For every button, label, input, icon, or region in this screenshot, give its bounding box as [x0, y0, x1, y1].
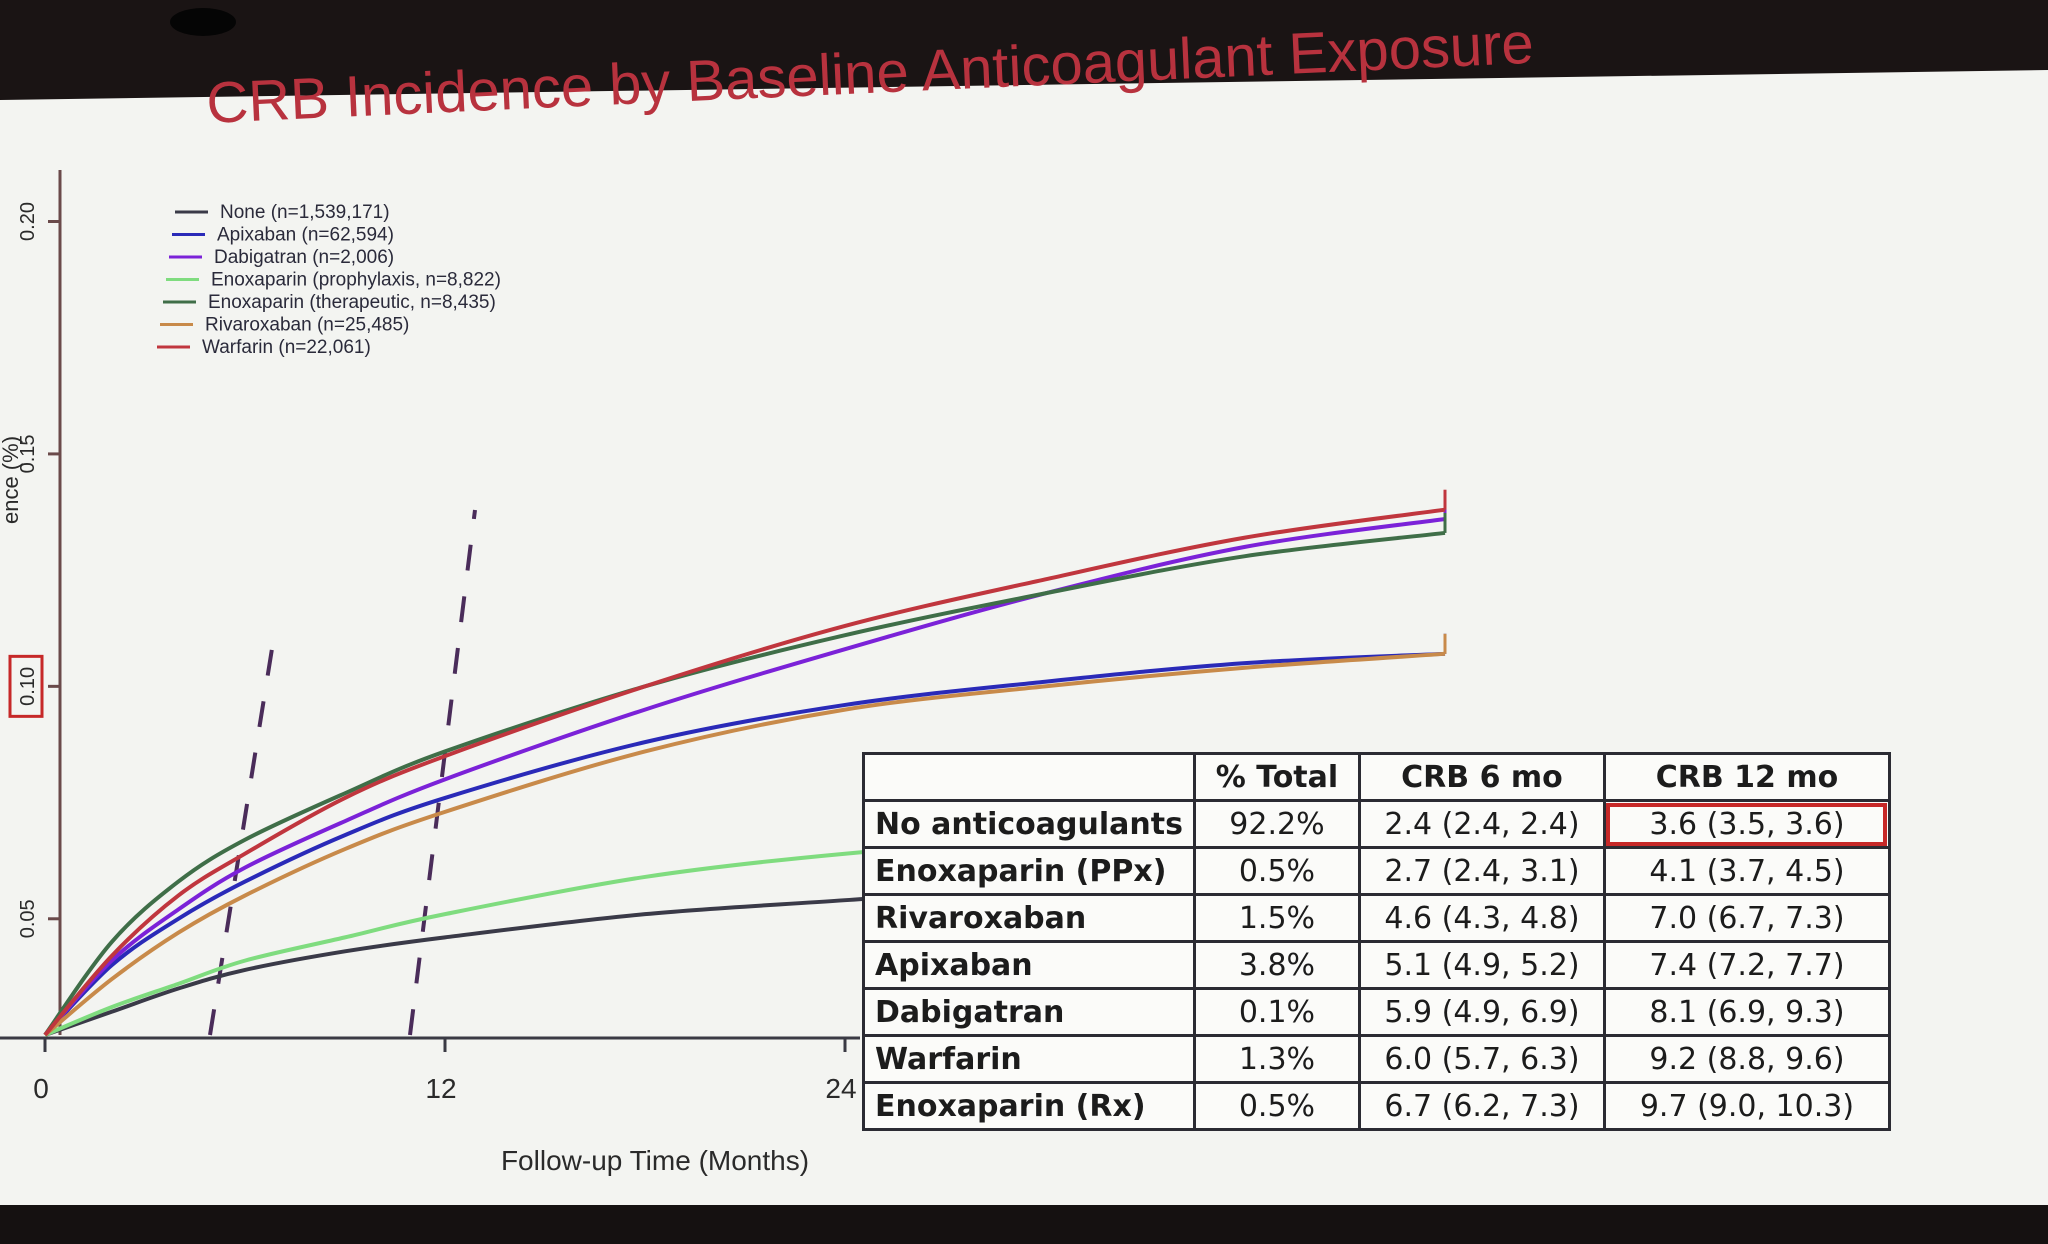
table-row: Apixaban 3.8% 5.1 (4.9, 5.2) 7.4 (7.2, 7…: [862, 940, 1891, 990]
row-crb6: 5.9 (4.9, 6.9): [1357, 987, 1606, 1037]
row-crb12-highlighted: 3.6 (3.5, 3.6): [1602, 799, 1891, 849]
y-tick-group: 0.05: [17, 899, 39, 938]
x-tick-label: 24: [825, 1073, 856, 1104]
table-row: Enoxaparin (Rx) 0.5% 6.7 (6.2, 7.3) 9.7 …: [862, 1081, 1891, 1131]
series-line-5: [43, 651, 1446, 1037]
legend-label: Apixaban (n=62,594): [217, 225, 394, 246]
table-row: No anticoagulants 92.2% 2.4 (2.4, 2.4) 3…: [862, 799, 1891, 849]
table-header-blank: [862, 752, 1196, 802]
y-axis-label: ence (%): [0, 436, 23, 524]
screen-bottom-edge: [0, 1205, 2048, 1244]
camera-speaker-blob: [170, 8, 236, 36]
y-tick-label: 0.20: [17, 202, 39, 241]
chart-axes: 01224360.050.100.150.20: [0, 170, 1257, 1104]
table-row: Warfarin 1.3% 6.0 (5.7, 6.3) 9.2 (8.8, 9…: [862, 1034, 1891, 1084]
row-total: 1.3%: [1192, 1034, 1361, 1084]
legend-label: Warfarin (n=22,061): [202, 337, 371, 358]
legend-label: Enoxaparin (prophylaxis, n=8,822): [211, 270, 501, 291]
y-tick-highlight-box: [8, 654, 44, 718]
row-crb12: 9.2 (8.8, 9.6): [1602, 1034, 1891, 1084]
chart-legend: None (n=1,539,171)Apixaban (n=62,594)Dab…: [157, 202, 501, 358]
row-total: 1.5%: [1192, 893, 1361, 943]
row-label: No anticoagulants: [862, 799, 1196, 849]
crb-table: % Total CRB 6 mo CRB 12 mo No anticoagul…: [862, 752, 1891, 1131]
table-header-crb6: CRB 6 mo: [1357, 752, 1606, 802]
legend-label: Dabigatran (n=2,006): [214, 247, 394, 268]
row-total: 0.5%: [1192, 846, 1361, 896]
row-total: 3.8%: [1192, 940, 1361, 990]
x-tick-label: 0: [33, 1073, 49, 1104]
vertical-marker-12-months: [408, 509, 477, 1036]
row-label: Rivaroxaban: [862, 893, 1196, 943]
series-line-1: [43, 651, 1446, 1037]
x-tick-label: 12: [425, 1073, 456, 1104]
series-line-2: [43, 517, 1446, 1037]
row-total: 0.1%: [1192, 987, 1361, 1037]
row-crb12: 7.4 (7.2, 7.7): [1602, 940, 1891, 990]
row-crb6: 6.7 (6.2, 7.3): [1357, 1081, 1606, 1131]
row-total: 0.5%: [1192, 1081, 1361, 1131]
row-label: Enoxaparin (PPx): [862, 846, 1196, 896]
y-tick-label: 0.15: [17, 434, 39, 473]
row-crb12: 8.1 (6.9, 9.3): [1602, 987, 1891, 1037]
table-header-crb12: CRB 12 mo: [1602, 752, 1891, 802]
x-axis-label: Follow-up Time (Months): [501, 1145, 809, 1176]
row-label: Apixaban: [862, 940, 1196, 990]
row-crb6: 2.7 (2.4, 3.1): [1357, 846, 1606, 896]
y-tick-group: 0.10: [8, 654, 44, 718]
row-crb6: 6.0 (5.7, 6.3): [1357, 1034, 1606, 1084]
row-crb6: 4.6 (4.3, 4.8): [1357, 893, 1606, 943]
crb-table-container: % Total CRB 6 mo CRB 12 mo No anticoagul…: [862, 752, 1891, 1131]
row-label: Dabigatran: [862, 987, 1196, 1037]
table-row: Enoxaparin (PPx) 0.5% 2.7 (2.4, 3.1) 4.1…: [862, 846, 1891, 896]
row-crb12: 9.7 (9.0, 10.3): [1602, 1081, 1891, 1131]
y-tick-group: 0.15: [17, 434, 39, 473]
row-total: 92.2%: [1192, 799, 1361, 849]
series-line-6: [43, 507, 1446, 1037]
vertical-markers: [208, 509, 477, 1036]
table-header-row: % Total CRB 6 mo CRB 12 mo: [862, 752, 1891, 802]
legend-label: Rivaroxaban (n=25,485): [205, 315, 409, 336]
y-tick-label: 0.10: [17, 667, 39, 706]
row-crb6: 2.4 (2.4, 2.4): [1357, 799, 1606, 849]
y-tick-group: 0.20: [17, 202, 39, 241]
y-tick-label: 0.05: [17, 899, 39, 938]
table-header-total: % Total: [1192, 752, 1361, 802]
row-crb12: 4.1 (3.7, 4.5): [1602, 846, 1891, 896]
row-crb6: 5.1 (4.9, 5.2): [1357, 940, 1606, 990]
legend-label: None (n=1,539,171): [220, 202, 390, 223]
table-row: Dabigatran 0.1% 5.9 (4.9, 6.9) 8.1 (6.9,…: [862, 987, 1891, 1037]
row-label: Enoxaparin (Rx): [862, 1081, 1196, 1131]
table-row: Rivaroxaban 1.5% 4.6 (4.3, 4.8) 7.0 (6.7…: [862, 893, 1891, 943]
legend-label: Enoxaparin (therapeutic, n=8,435): [208, 292, 496, 313]
row-crb12: 7.0 (6.7, 7.3): [1602, 893, 1891, 943]
row-label: Warfarin: [862, 1034, 1196, 1084]
